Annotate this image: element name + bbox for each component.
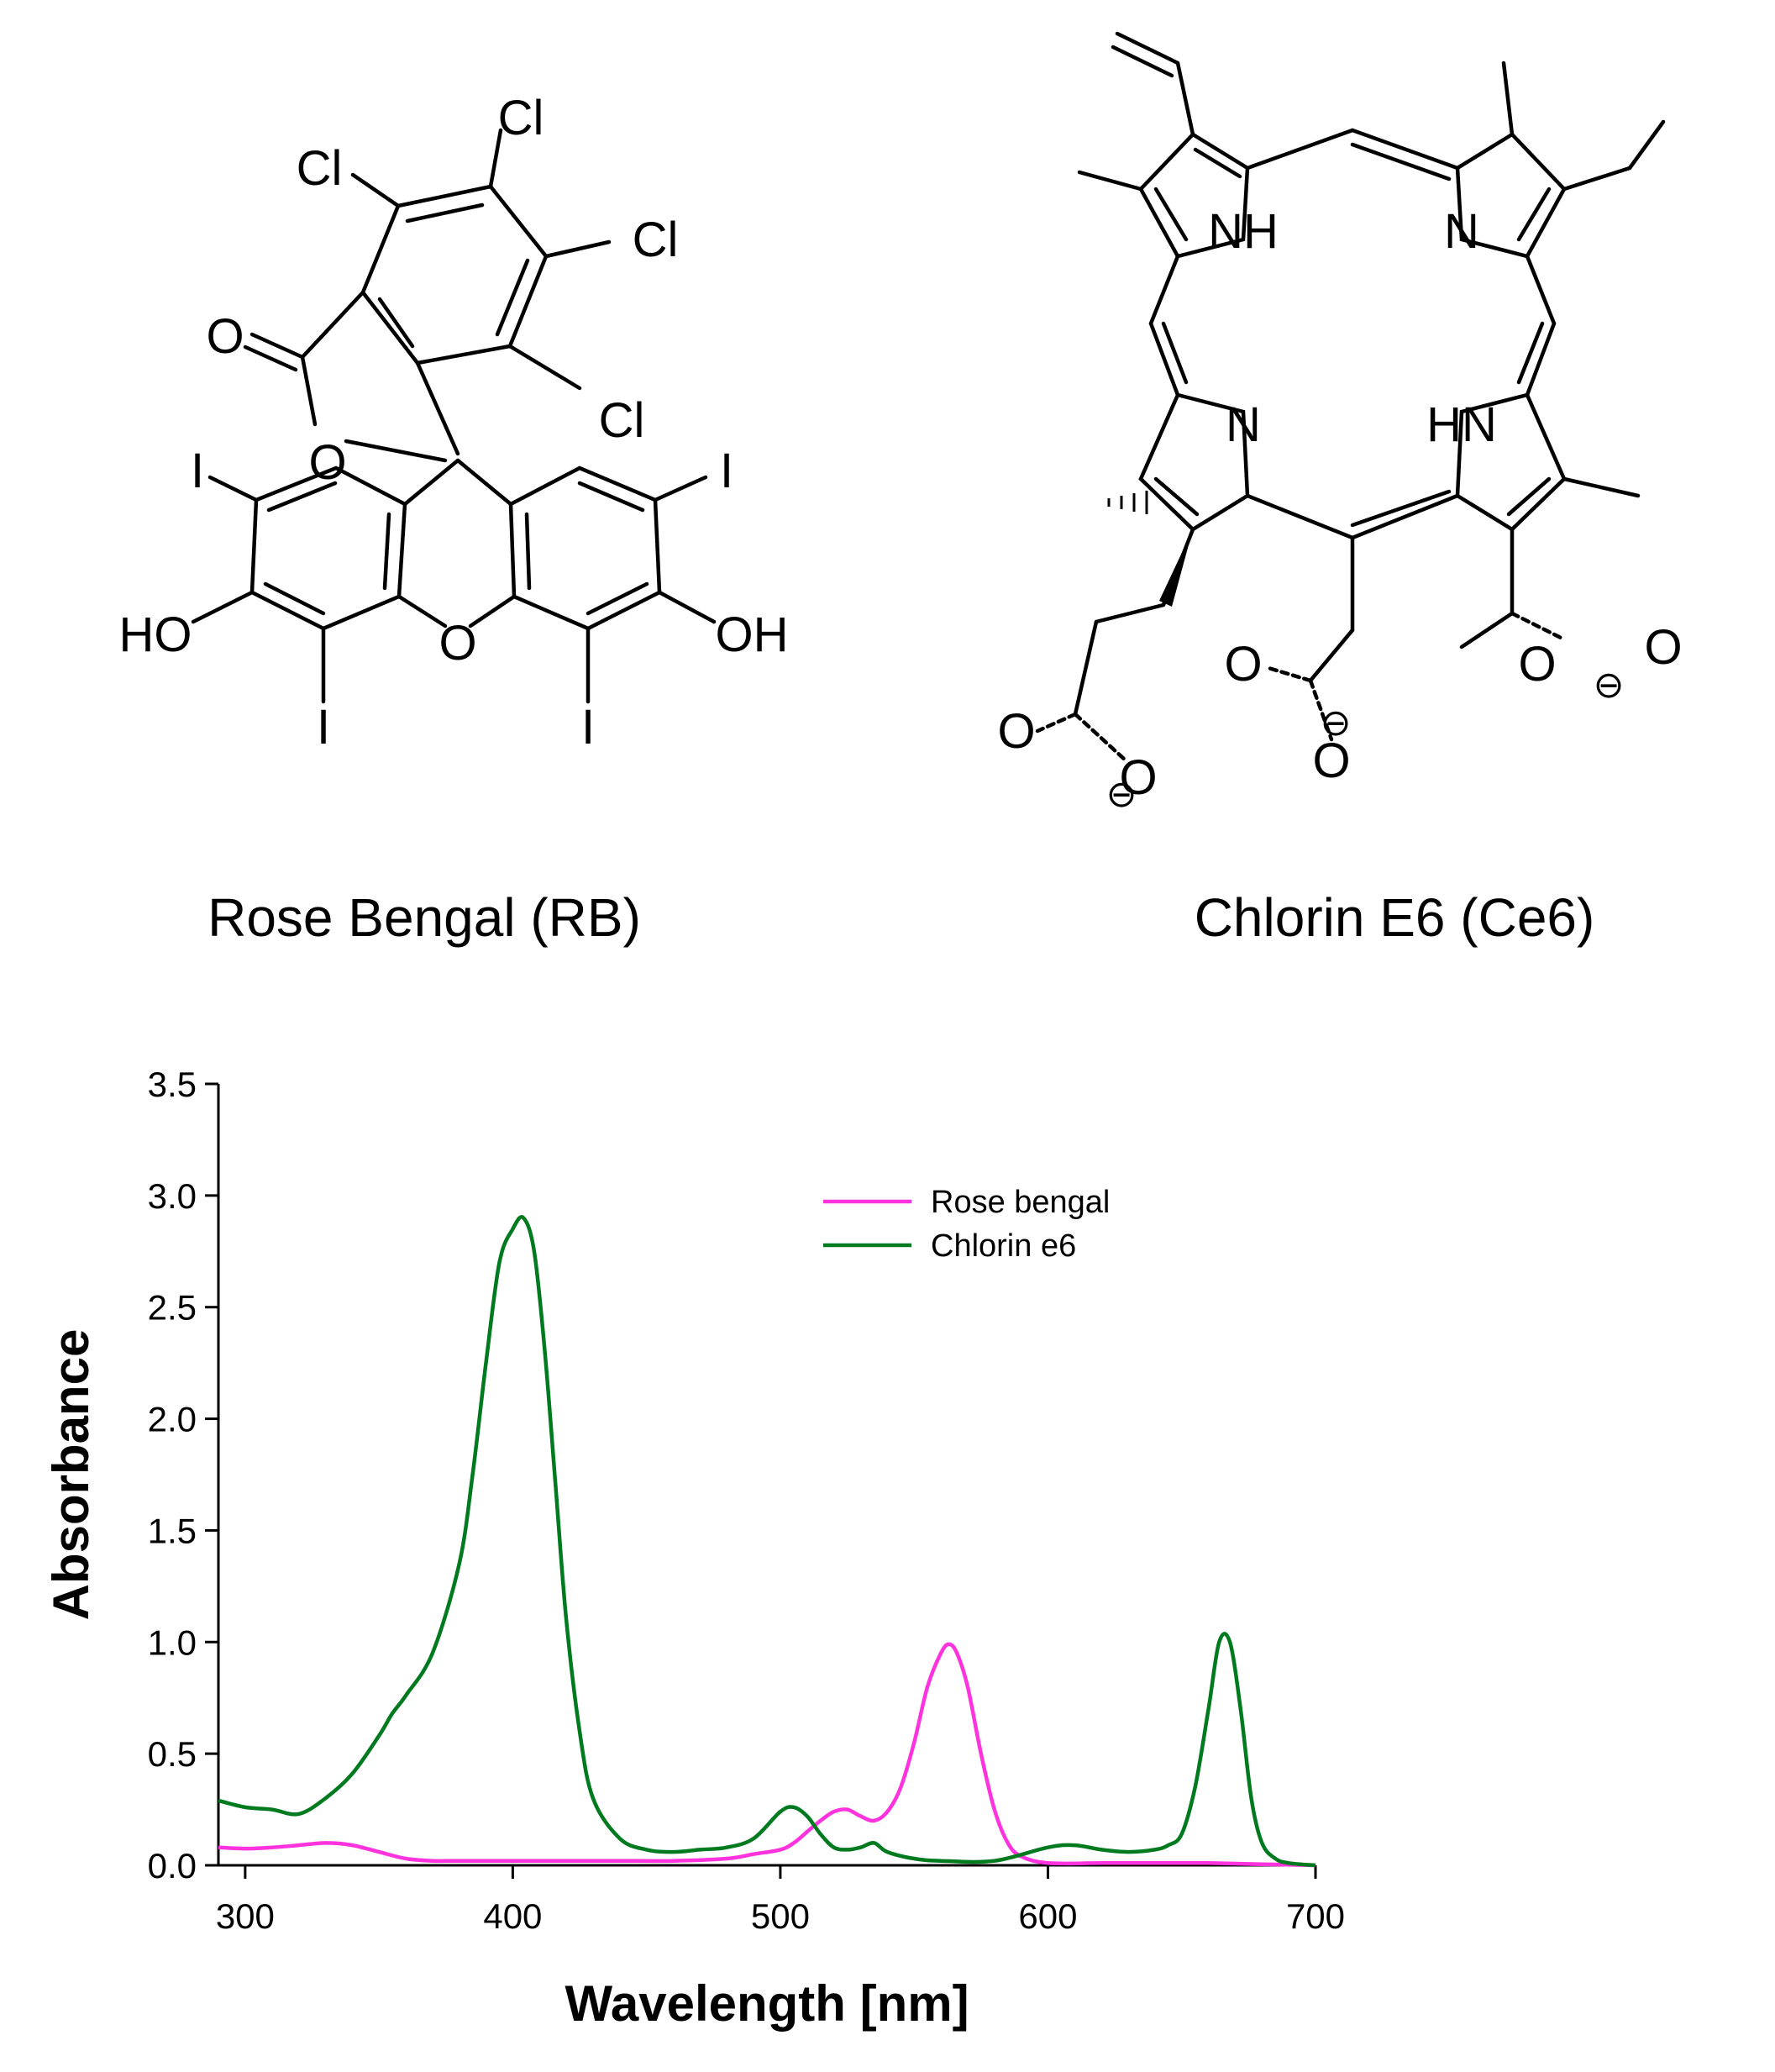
atom-hn: HN — [1426, 397, 1497, 452]
legend-label-rose-bengal: Rose bengal — [931, 1185, 1110, 1220]
rose-bengal-caption: Rose Bengal (RB) — [207, 887, 641, 948]
negative-charge-icon: ⊖ — [1106, 774, 1137, 815]
x-ticks: 300 400 500 600 700 — [216, 1865, 1345, 1936]
rose-bengal-bonds — [191, 128, 717, 704]
x-tick-label: 700 — [1286, 1896, 1345, 1936]
atom-nh: NH — [1208, 204, 1279, 259]
atom-o: O — [308, 435, 346, 490]
atom-o: O — [1312, 734, 1350, 788]
y-tick-label: 2.0 — [148, 1400, 197, 1439]
chlorin-e6-structure: NH N N HN O O O O O O ⊖ ⊖ ⊖ — [997, 31, 1683, 815]
y-tick-label: 1.0 — [148, 1622, 197, 1662]
atom-cl: Cl — [633, 213, 679, 267]
atom-o: O — [1518, 637, 1556, 692]
y-axis-label: Absorbance — [43, 1329, 99, 1621]
atom-cl: Cl — [297, 141, 343, 196]
y-ticks: 0.0 0.5 1.0 1.5 2.0 2.5 3.0 3.5 — [148, 1065, 218, 1885]
chlorin-e6-caption: Chlorin E6 (Ce6) — [1194, 887, 1595, 948]
plot-area — [217, 1084, 1315, 1867]
atom-o: O — [1224, 637, 1262, 692]
y-tick-label: 0.5 — [148, 1734, 197, 1774]
x-tick-label: 600 — [1018, 1896, 1077, 1936]
atom-i: I — [720, 444, 733, 498]
negative-charge-icon: ⊖ — [1594, 665, 1625, 706]
absorbance-chart: 0.0 0.5 1.0 1.5 2.0 2.5 3.0 3.5 300 400 500 600 700… — [43, 1065, 1345, 2032]
chlorin-e6-bonds — [1035, 31, 1666, 763]
atom-o: O — [206, 309, 244, 364]
atom-o: O — [997, 704, 1035, 759]
atom-ho: HO — [119, 607, 192, 662]
series-line-chlorin-e6 — [218, 1215, 1316, 1868]
atom-i: I — [191, 444, 204, 498]
atom-o: O — [1644, 620, 1682, 675]
atom-o: O — [438, 616, 476, 671]
negative-charge-icon: ⊖ — [1321, 702, 1352, 744]
atom-oh: OH — [716, 607, 789, 662]
x-tick-label: 400 — [483, 1896, 542, 1936]
legend-label-chlorin-e6: Chlorin e6 — [931, 1228, 1076, 1264]
atom-n: N — [1444, 204, 1479, 259]
atom-i: I — [317, 700, 330, 755]
y-tick-label: 2.5 — [148, 1288, 197, 1328]
y-tick-label: 3.5 — [148, 1065, 197, 1104]
series-group — [218, 1215, 1316, 1868]
atom-n: N — [1226, 397, 1261, 452]
legend: Rose bengal Chlorin e6 — [823, 1185, 1110, 1264]
y-tick-label: 1.5 — [148, 1511, 197, 1550]
y-tick-label: 3.0 — [148, 1176, 197, 1216]
wedge-bond — [1159, 529, 1193, 607]
atom-cl: Cl — [498, 91, 544, 145]
hashed-bond — [1107, 491, 1148, 514]
x-axis-label: Wavelength [nm] — [565, 1975, 969, 2032]
y-tick-label: 0.0 — [148, 1846, 197, 1885]
series-line-rose-bengal — [218, 1642, 1316, 1868]
rose-bengal-structure: Cl Cl Cl Cl O O I I HO OH O I I — [119, 91, 789, 755]
x-tick-label: 500 — [751, 1896, 810, 1936]
x-tick-label: 300 — [216, 1896, 275, 1936]
atom-o: O — [1119, 750, 1157, 805]
atom-i: I — [581, 700, 595, 755]
atom-cl: Cl — [599, 393, 645, 448]
